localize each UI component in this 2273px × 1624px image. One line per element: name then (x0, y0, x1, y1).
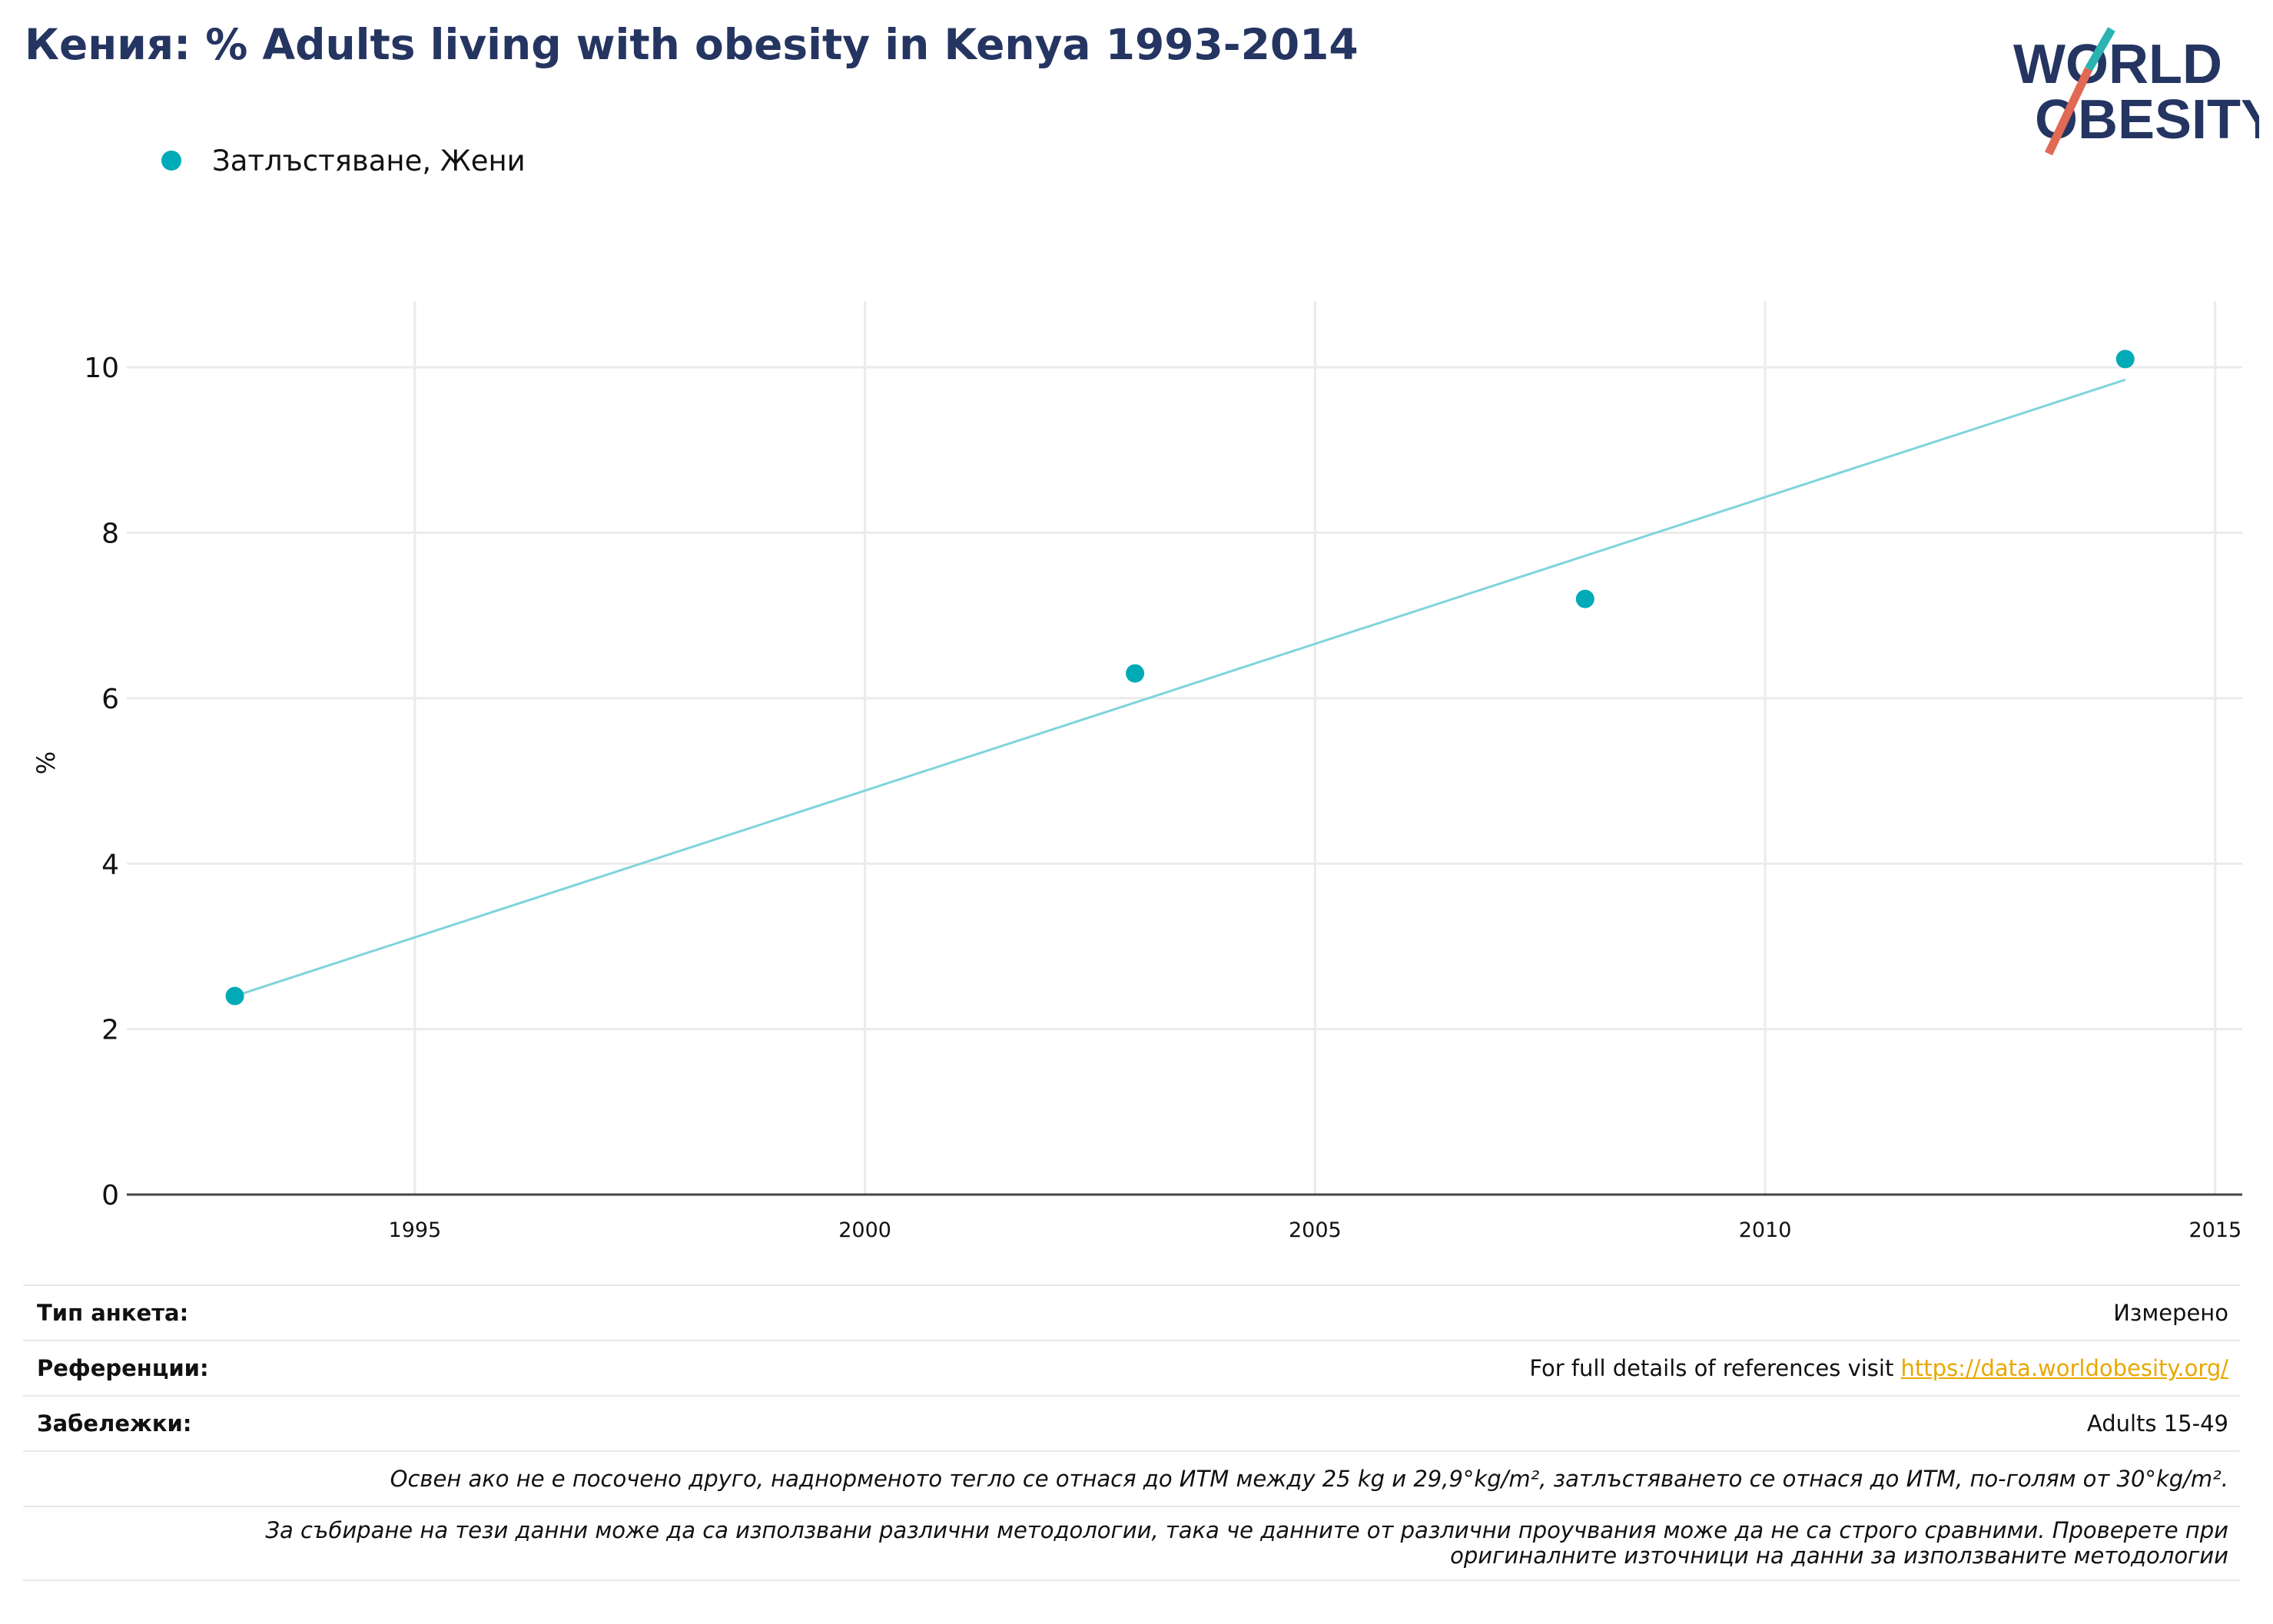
references-text: For full details of references visit (1529, 1355, 1901, 1381)
y-tick-label: 2 (101, 1015, 119, 1046)
y-axis-label: % (32, 751, 61, 775)
methods-note: За събиране на тези данни може да са изп… (37, 1518, 2228, 1569)
legend-marker (161, 151, 181, 171)
y-tick-label: 4 (101, 849, 119, 880)
data-point (1575, 589, 1594, 608)
data-point (225, 986, 244, 1006)
y-tick-label: 10 (84, 353, 119, 384)
scatter-chart: 0 2 4 6 8 10 1995 2000 2005 2010 2015 (84, 301, 2242, 1242)
legend-label: Затлъстяване, Жени (212, 144, 526, 177)
data-point (2115, 350, 2135, 369)
notes-label: Забележки: (37, 1410, 192, 1437)
y-tick-label: 6 (101, 684, 119, 715)
y-tick-label: 0 (101, 1180, 119, 1211)
x-tick-label: 2000 (838, 1218, 891, 1242)
x-tick-label: 2010 (1739, 1218, 1792, 1242)
references-label: Референции: (37, 1355, 209, 1381)
references-link[interactable]: https://data.worldobesity.org/ (1900, 1355, 2228, 1381)
world-obesity-logo: WORLD OBESITY (1998, 23, 2273, 161)
info-table: Тип анкета: Измерено Референции: For ful… (23, 1284, 2240, 1581)
x-tick-label: 2005 (1289, 1218, 1342, 1242)
x-tick-label: 2015 (2188, 1218, 2241, 1242)
notes-row: Забележки: Adults 15-49 (23, 1395, 2240, 1450)
notes-value: Adults 15-49 (2086, 1410, 2228, 1437)
survey-type-label: Тип анкета: (37, 1300, 189, 1326)
survey-type-value: Измерено (2113, 1300, 2228, 1326)
bmi-note: Освен ако не е посочено друго, наднормен… (390, 1465, 2228, 1492)
survey-type-row: Тип анкета: Измерено (23, 1284, 2240, 1340)
references-row: Референции: For full details of referenc… (23, 1340, 2240, 1395)
y-tick-label: 8 (101, 519, 119, 550)
references-value: For full details of references visit htt… (1529, 1355, 2228, 1381)
methods-note-row: За събиране на тези данни може да са изп… (23, 1506, 2240, 1581)
page-title: Кения: % Adults living with obesity in K… (25, 20, 1359, 69)
logo-line1: WORLD (2013, 34, 2222, 95)
methods-note-line2: оригиналните източници на данни за изпол… (1450, 1543, 2228, 1569)
trend-line (234, 378, 2126, 997)
chart-legend: Затлъстяване, Жени (161, 143, 526, 178)
bmi-note-row: Освен ако не е посочено друго, наднормен… (23, 1450, 2240, 1506)
methods-note-line1: За събиране на тези данни може да са изп… (265, 1517, 2228, 1543)
data-point (1126, 664, 1145, 683)
x-tick-label: 1995 (389, 1218, 442, 1242)
